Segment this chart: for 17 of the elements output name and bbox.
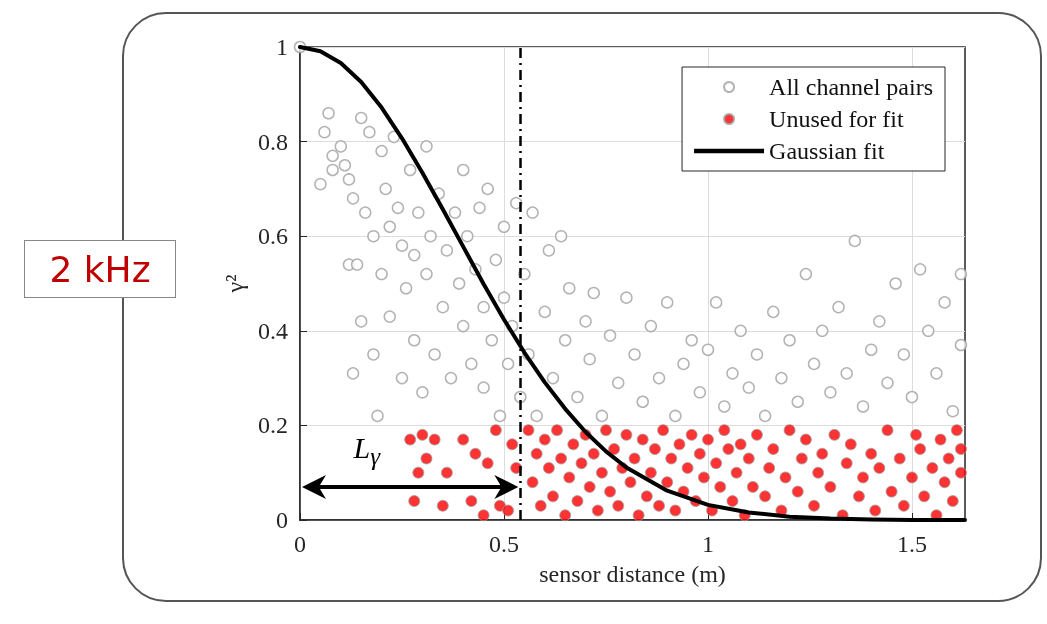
- y-tick-label: 0.6: [258, 223, 288, 250]
- x-tick-label: 1.5: [896, 531, 927, 557]
- x-tick-label: 0: [294, 531, 306, 557]
- y-tick-label: 1: [276, 34, 288, 60]
- legend-label: Gaussian fit: [769, 138, 885, 164]
- y-tick-label: 0.2: [258, 412, 288, 439]
- x-tick-label: 1: [701, 531, 714, 557]
- legend-label: Unused for fit: [769, 106, 905, 132]
- x-tick-label: 0.5: [488, 531, 519, 557]
- y-tick-label: 0: [276, 507, 288, 533]
- y-tick-label: 0.4: [258, 317, 288, 344]
- annotation: L$_{γ}$: [353, 431, 381, 471]
- x-axis-title: sensor distance (m): [539, 561, 726, 587]
- text: 2 kHz: [24, 240, 176, 298]
- legend-label: All channel pairs: [769, 74, 934, 100]
- y-axis-title: γ²: [222, 274, 249, 294]
- y-tick-label: 0.8: [258, 128, 288, 155]
